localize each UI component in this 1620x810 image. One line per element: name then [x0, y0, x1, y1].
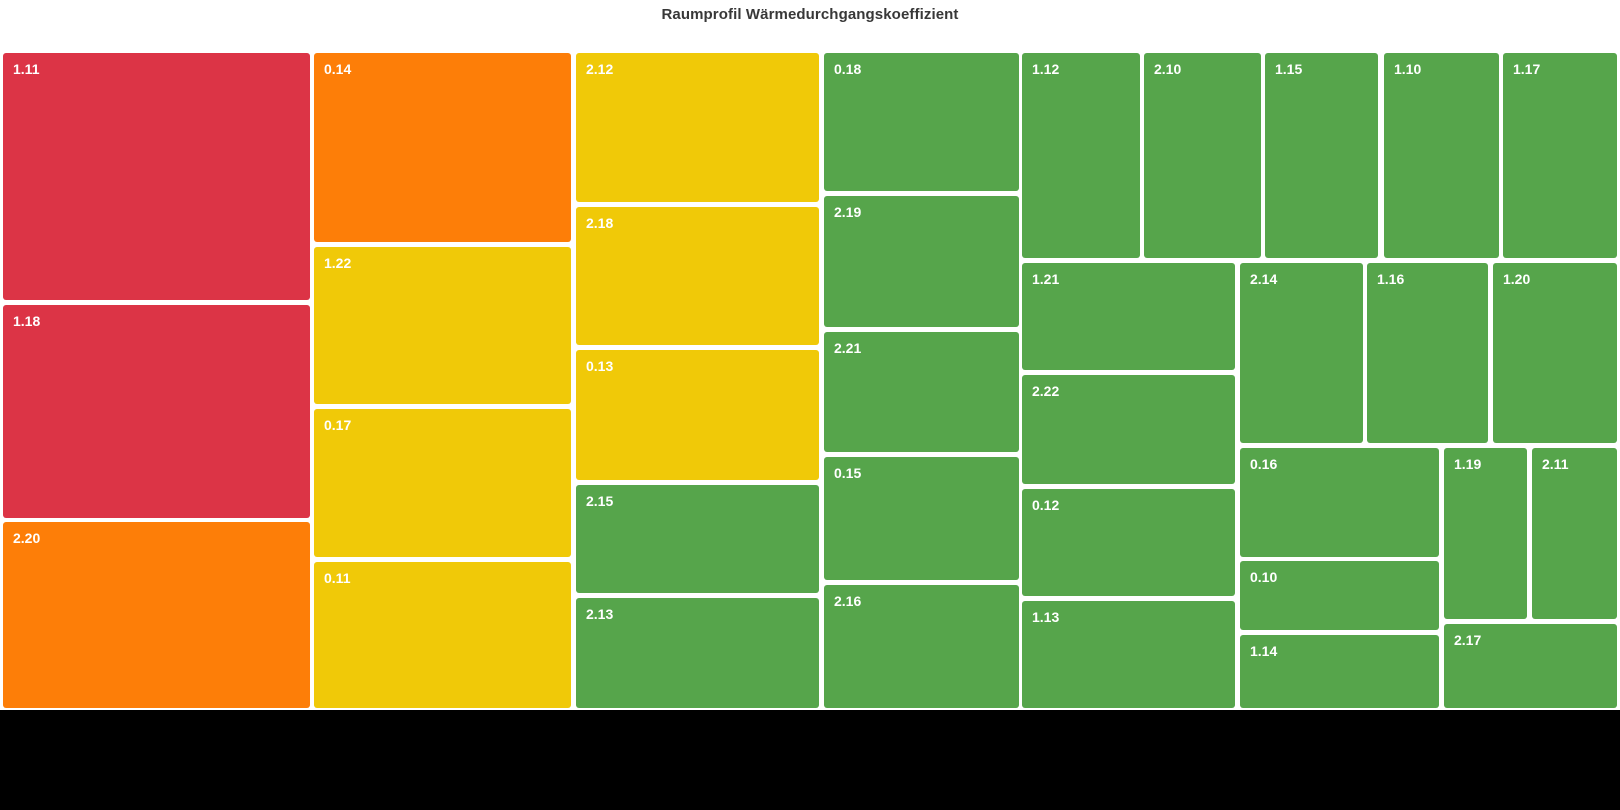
treemap-tile-label: 1.13: [1032, 609, 1060, 625]
treemap-tile-2.16[interactable]: 2.16: [824, 585, 1019, 708]
treemap-tile-label: 2.19: [834, 204, 862, 220]
treemap-tile-label: 2.21: [834, 340, 862, 356]
treemap-tile-label: 2.16: [834, 593, 862, 609]
treemap-tile-1.11[interactable]: 1.11: [3, 53, 310, 300]
treemap-tile-2.18[interactable]: 2.18: [576, 207, 819, 345]
chart-title: Raumprofil Wärmedurchgangskoeffizient: [661, 6, 959, 23]
treemap-tile-1.15[interactable]: 1.15: [1265, 53, 1378, 258]
treemap-tile-label: 0.14: [324, 61, 352, 77]
treemap-tile-2.12[interactable]: 2.12: [576, 53, 819, 202]
treemap-tile-2.22[interactable]: 2.22: [1022, 375, 1235, 484]
treemap-tile-label: 1.17: [1513, 61, 1541, 77]
treemap-tile-0.15[interactable]: 0.15: [824, 457, 1019, 580]
treemap-tile-label: 0.18: [834, 61, 862, 77]
treemap-tile-0.11[interactable]: 0.11: [314, 562, 571, 708]
treemap-tile-0.13[interactable]: 0.13: [576, 350, 819, 480]
treemap-chart: 1.11 1.18 2.20 0.14 1.22 0.17 0.11 2.12 2.18 0.13…: [3, 53, 1617, 708]
treemap-tile-2.19[interactable]: 2.19: [824, 196, 1019, 327]
treemap-tile-1.16[interactable]: 1.16: [1367, 263, 1488, 443]
treemap-tile-1.20[interactable]: 1.20: [1493, 263, 1617, 443]
treemap-tile-label: 1.14: [1250, 643, 1278, 659]
treemap-tile-label: 1.20: [1503, 271, 1531, 287]
treemap-tile-0.12[interactable]: 0.12: [1022, 489, 1235, 596]
treemap-tile-label: 2.22: [1032, 383, 1060, 399]
treemap-tile-2.14[interactable]: 2.14: [1240, 263, 1363, 443]
treemap-tile-2.11[interactable]: 2.11: [1532, 448, 1617, 619]
treemap-tile-label: 2.10: [1154, 61, 1182, 77]
treemap-tile-label: 2.11: [1542, 456, 1569, 472]
treemap-tile-label: 0.16: [1250, 456, 1278, 472]
treemap-tile-label: 2.18: [586, 215, 614, 231]
treemap-tile-0.16[interactable]: 0.16: [1240, 448, 1439, 557]
treemap-tile-label: 2.15: [586, 493, 614, 509]
bottom-panel: [0, 710, 1620, 810]
treemap-tile-2.20[interactable]: 2.20: [3, 522, 310, 708]
treemap-tile-2.13[interactable]: 2.13: [576, 598, 819, 708]
treemap-tile-2.17[interactable]: 2.17: [1444, 624, 1617, 708]
treemap-tile-label: 2.13: [586, 606, 614, 622]
treemap-tile-1.12[interactable]: 1.12: [1022, 53, 1140, 258]
treemap-tile-2.15[interactable]: 2.15: [576, 485, 819, 593]
treemap-tile-label: 1.12: [1032, 61, 1060, 77]
treemap-tile-0.18[interactable]: 0.18: [824, 53, 1019, 191]
treemap-tile-label: 2.20: [13, 530, 41, 546]
treemap-tile-label: 1.21: [1032, 271, 1060, 287]
treemap-tile-label: 2.14: [1250, 271, 1278, 287]
treemap-tile-0.14[interactable]: 0.14: [314, 53, 571, 242]
treemap-tile-label: 1.19: [1454, 456, 1482, 472]
treemap-tile-label: 1.11: [13, 61, 40, 77]
treemap-tile-label: 1.15: [1275, 61, 1303, 77]
treemap-tile-label: 1.10: [1394, 61, 1422, 77]
treemap-tile-label: 2.17: [1454, 632, 1482, 648]
treemap-tile-label: 0.13: [586, 358, 614, 374]
treemap-tile-label: 1.16: [1377, 271, 1405, 287]
treemap-tile-label: 1.22: [324, 255, 352, 271]
treemap-tile-1.14[interactable]: 1.14: [1240, 635, 1439, 708]
treemap-tile-label: 1.18: [13, 313, 41, 329]
treemap-tile-1.13[interactable]: 1.13: [1022, 601, 1235, 708]
treemap-tile-2.21[interactable]: 2.21: [824, 332, 1019, 452]
treemap-tile-1.17[interactable]: 1.17: [1503, 53, 1617, 258]
treemap-tile-0.17[interactable]: 0.17: [314, 409, 571, 557]
treemap-tile-1.19[interactable]: 1.19: [1444, 448, 1527, 619]
treemap-tile-1.21[interactable]: 1.21: [1022, 263, 1235, 370]
treemap-tile-1.18[interactable]: 1.18: [3, 305, 310, 518]
treemap-tile-label: 0.10: [1250, 569, 1278, 585]
treemap-tile-label: 0.12: [1032, 497, 1060, 513]
treemap-tile-label: 0.11: [324, 570, 351, 586]
treemap-tile-0.10[interactable]: 0.10: [1240, 561, 1439, 630]
treemap-tile-1.22[interactable]: 1.22: [314, 247, 571, 404]
treemap-tile-2.10[interactable]: 2.10: [1144, 53, 1261, 258]
treemap-tile-label: 0.15: [834, 465, 862, 481]
treemap-tile-1.10[interactable]: 1.10: [1384, 53, 1499, 258]
treemap-tile-label: 0.17: [324, 417, 352, 433]
treemap-tile-label: 2.12: [586, 61, 614, 77]
